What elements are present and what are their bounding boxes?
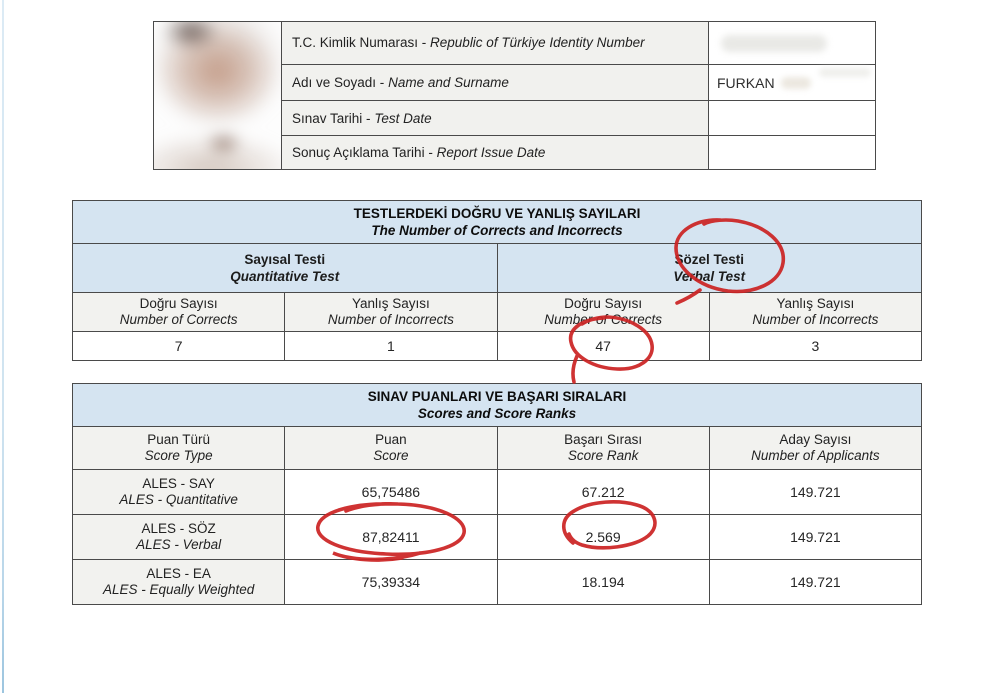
type-turkish: ALES - SÖZ — [141, 521, 216, 536]
identity-row: Sonuç Açıklama Tarihi - Report Issue Dat… — [154, 134, 876, 171]
applicants-value: 149.721 — [708, 469, 923, 515]
identity-row: T.C. Kimlik Numarası - Republic of Türki… — [153, 21, 876, 170]
rank-value: 67.212 — [496, 469, 710, 515]
title-english: Scores and Score Ranks — [417, 406, 577, 421]
identity-label-id-number: T.C. Kimlik Numarası - Republic of Türki… — [281, 21, 709, 65]
colhead-turkish: Yanlış Sayısı — [351, 296, 430, 311]
colhead-english: Score Rank — [567, 448, 639, 463]
colhead-turkish: Yanlış Sayısı — [776, 296, 855, 311]
colhead-turkish: Başarı Sırası — [564, 432, 643, 447]
label-turkish: Sınav Tarihi - — [292, 110, 371, 126]
quant-corrects-value: 7 — [71, 331, 286, 361]
colhead-english: Number of Corrects — [119, 312, 238, 327]
label-english: Name and Surname — [388, 75, 509, 91]
section-turkish: Sözel Testi — [674, 252, 745, 267]
type-english: ALES - Quantitative — [119, 492, 238, 507]
rank-value: 18.194 — [496, 559, 710, 605]
score-row-ales-ea: ALES - EA ALES - Equally Weighted 75,393… — [71, 559, 923, 605]
corrects-table: TESTLERDEKİ DOĞRU VE YANLIŞ SAYILARI The… — [71, 200, 923, 361]
colhead-english: Number of Incorrects — [327, 312, 454, 327]
colhead-english: Number of Corrects — [544, 312, 663, 327]
label-turkish: Sonuç Açıklama Tarihi - — [292, 144, 433, 160]
identity-value-test-date — [708, 100, 876, 136]
identity-label-name: Adı ve Soyadı - Name and Surname — [281, 63, 709, 102]
label-turkish: T.C. Kimlik Numarası - — [292, 35, 427, 51]
colhead-turkish: Doğru Sayısı — [139, 296, 218, 311]
score-type-label: ALES - SÖZ ALES - Verbal — [71, 514, 286, 560]
column-header-quant-corrects: Doğru Sayısı Number of Corrects — [71, 292, 286, 332]
verbal-corrects-value: 47 — [496, 331, 710, 361]
title-turkish: SINAV PUANLARI VE BAŞARI SIRALARI — [367, 389, 627, 404]
column-header-score: Puan Score — [284, 426, 498, 470]
column-header-verbal-corrects: Doğru Sayısı Number of Corrects — [496, 292, 710, 332]
title-english: The Number of Corrects and Incorrects — [371, 223, 623, 238]
portrait-photo-cell — [153, 21, 282, 170]
score-type-label: ALES - EA ALES - Equally Weighted — [71, 559, 286, 605]
colhead-turkish: Puan — [375, 432, 407, 447]
label-english: Report Issue Date — [436, 144, 546, 160]
portrait-photo — [154, 22, 281, 169]
identity-label-test-date: Sınav Tarihi - Test Date — [281, 100, 709, 136]
colhead-turkish: Puan Türü — [147, 432, 211, 447]
identity-table: T.C. Kimlik Numarası - Republic of Türki… — [153, 21, 876, 171]
colhead-english: Score Type — [144, 448, 213, 463]
section-turkish: Sayısal Testi — [244, 252, 326, 267]
label-english: Test Date — [374, 110, 432, 126]
identity-value-id-number — [708, 21, 876, 65]
applicants-value: 149.721 — [708, 514, 923, 560]
score-row-ales-say: ALES - SAY ALES - Quantitative 65,75486 … — [71, 469, 923, 515]
identity-value-report-date — [708, 134, 876, 171]
score-type-label: ALES - SAY ALES - Quantitative — [71, 469, 286, 515]
corrects-table-title: TESTLERDEKİ DOĞRU VE YANLIŞ SAYILARI The… — [72, 200, 922, 244]
identity-value-name: FURKAN — [708, 63, 876, 102]
redacted-id-number — [721, 35, 827, 53]
score-value: 75,39334 — [284, 559, 498, 605]
colhead-turkish: Aday Sayısı — [779, 432, 852, 447]
identity-row: Adı ve Soyadı - Name and Surname FURKAN — [154, 63, 876, 102]
scores-table: SINAV PUANLARI VE BAŞARI SIRALARI Scores… — [71, 383, 923, 605]
type-turkish: ALES - EA — [146, 566, 211, 581]
identity-label-report-date: Sonuç Açıklama Tarihi - Report Issue Dat… — [281, 134, 709, 171]
section-english: Verbal Test — [673, 269, 746, 284]
colhead-english: Number of Applicants — [751, 448, 880, 463]
verbal-incorrects-value: 3 — [708, 331, 923, 361]
scores-table-title: SINAV PUANLARI VE BAŞARI SIRALARI Scores… — [72, 383, 922, 427]
first-name-text: FURKAN — [717, 74, 775, 91]
redacted-surname — [780, 76, 811, 89]
column-header-score-rank: Başarı Sırası Score Rank — [496, 426, 710, 470]
type-english: ALES - Equally Weighted — [102, 582, 255, 597]
colhead-turkish: Doğru Sayısı — [564, 296, 643, 311]
type-turkish: ALES - SAY — [142, 476, 215, 491]
label-turkish: Adı ve Soyadı - — [292, 75, 385, 91]
score-value: 65,75486 — [284, 469, 498, 515]
applicants-value: 149.721 — [708, 559, 923, 605]
page-left-edge-line — [2, 0, 4, 693]
column-header-quant-incorrects: Yanlış Sayısı Number of Incorrects — [284, 292, 498, 332]
blurred-face — [154, 22, 281, 169]
colhead-english: Score — [373, 448, 409, 463]
column-header-applicants: Aday Sayısı Number of Applicants — [708, 426, 923, 470]
column-header-verbal-incorrects: Yanlış Sayısı Number of Incorrects — [708, 292, 923, 332]
column-header-score-type: Puan Türü Score Type — [71, 426, 286, 470]
redacted-smudge — [819, 67, 871, 77]
score-value: 87,82411 — [284, 514, 498, 560]
title-turkish: TESTLERDEKİ DOĞRU VE YANLIŞ SAYILARI — [353, 206, 641, 221]
score-row-ales-soz: ALES - SÖZ ALES - Verbal 87,82411 2.569 … — [71, 514, 923, 560]
quant-incorrects-value: 1 — [284, 331, 498, 361]
section-verbal-test: Sözel Testi Verbal Test — [496, 243, 922, 293]
identity-row: Sınav Tarihi - Test Date — [154, 100, 876, 136]
label-english: Republic of Türkiye Identity Number — [430, 35, 645, 51]
type-english: ALES - Verbal — [136, 537, 222, 552]
section-english: Quantitative Test — [230, 269, 340, 284]
colhead-english: Number of Incorrects — [752, 312, 879, 327]
rank-value: 2.569 — [496, 514, 710, 560]
section-quantitative-test: Sayısal Testi Quantitative Test — [72, 243, 498, 293]
